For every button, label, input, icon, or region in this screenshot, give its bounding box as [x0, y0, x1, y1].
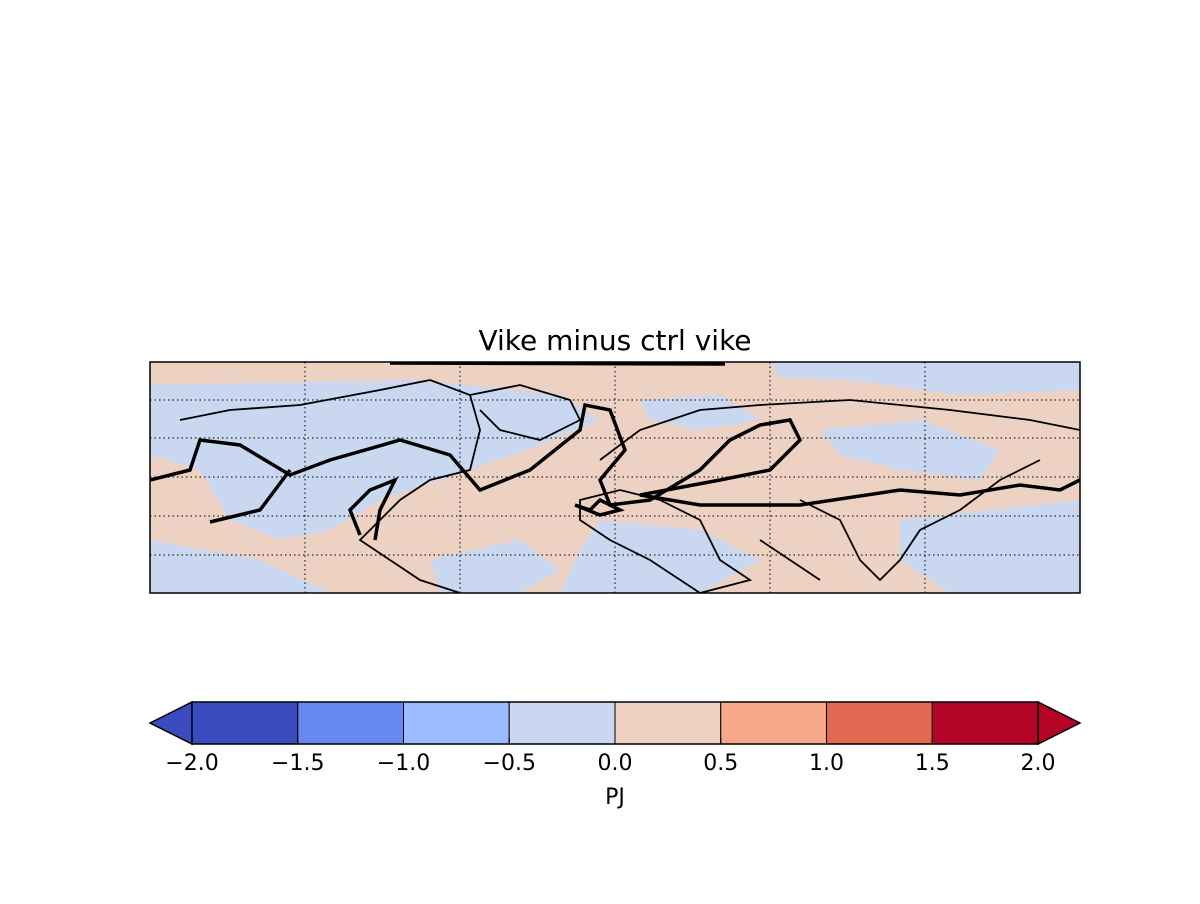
colorbar-tick-label: 0.5 — [703, 751, 738, 776]
colorbar-tick-label: 1.0 — [809, 751, 844, 776]
colorbar-bin — [614, 701, 722, 745]
colorbar-bin — [720, 701, 827, 745]
map — [149, 361, 1081, 594]
colorbar-tick-label: −1.5 — [271, 751, 324, 776]
colorbar-bin — [403, 701, 510, 745]
map-frame — [149, 361, 1081, 594]
colorbar-bin — [826, 701, 933, 745]
contours — [150, 362, 1080, 541]
colorbar-tick-label: 0.0 — [598, 751, 633, 776]
colorbar-tick-label: −0.5 — [483, 751, 536, 776]
colorbar-tick-label: −1.0 — [377, 751, 430, 776]
colorbar-label: PJ — [605, 785, 625, 810]
negative-anomaly-regions — [150, 362, 1080, 593]
colorbar: −2.0 −1.5 −1.0 −0.5 0.0 0.5 1.0 1.5 2.0 PJ — [148, 700, 1082, 810]
map-title: Vike minus ctrl vike — [478, 324, 751, 357]
colorbar-bin — [297, 701, 404, 745]
colorbar-tick-label: 2.0 — [1021, 751, 1056, 776]
colorbar-bin — [191, 701, 299, 745]
map-gridlines — [150, 362, 1080, 593]
colorbar-bin — [931, 701, 1039, 745]
colorbar-tick-label: −2.0 — [165, 751, 218, 776]
colorbar-bin — [508, 701, 616, 745]
colorbar-tick-label: 1.5 — [915, 751, 950, 776]
